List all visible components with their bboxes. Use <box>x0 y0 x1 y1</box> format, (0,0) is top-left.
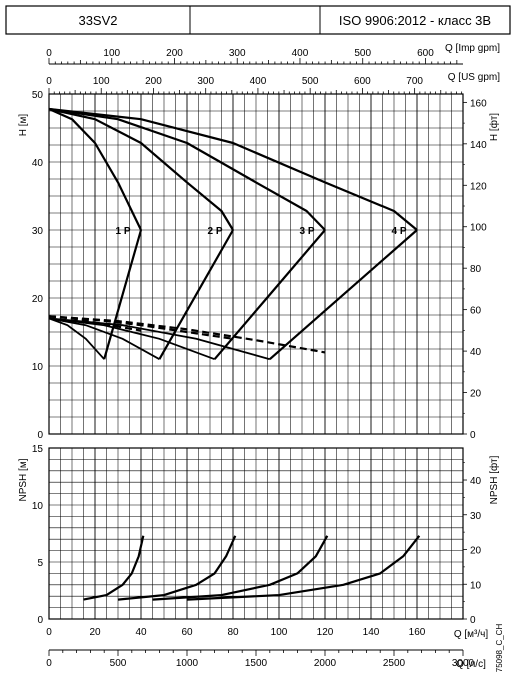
axis-tick-label: 500 <box>110 658 127 669</box>
npsh-curve-2 <box>117 535 237 601</box>
y-tick-right: 0 <box>470 430 476 441</box>
dashed-curve-2 <box>48 315 234 340</box>
y-tick-right: 60 <box>470 306 482 317</box>
hq-curve-label-3: 3 P <box>299 226 314 237</box>
x-tick: 80 <box>227 627 239 638</box>
axis-tick-label: 0 <box>46 76 52 87</box>
hq-curve-1 <box>48 107 142 231</box>
header-table: 33SV2 ISO 9906:2012 - класс 3B <box>5 5 511 35</box>
y-tick-left: 10 <box>32 362 44 373</box>
axis-tick-label: 300 <box>229 48 246 59</box>
hq-curve-3 <box>48 107 326 231</box>
y-tick-right: 120 <box>470 181 487 192</box>
y-tick-left: 0 <box>37 430 43 441</box>
y-tick-right: 140 <box>470 140 487 151</box>
axis-tick-label: 1500 <box>245 658 268 669</box>
lower-y-right-title: NPSH [фт] <box>488 455 500 504</box>
x-tick: 160 <box>409 627 426 638</box>
y-tick-right: 10 <box>470 580 482 591</box>
x-tick: 0 <box>46 627 52 638</box>
axis-tick-label: 200 <box>145 76 162 87</box>
y-tick-right: 0 <box>470 615 476 626</box>
axis-tick-label: 2000 <box>314 658 337 669</box>
npsh-curve-3 <box>152 535 329 601</box>
operating-limit-curve-1 <box>103 229 143 360</box>
operating-limit-curve-3 <box>213 229 326 360</box>
upper-chart-grid <box>48 93 464 435</box>
lower-x-title: Q [м³/ч] <box>454 629 489 640</box>
axis-tick-label: 700 <box>406 76 423 87</box>
axis-tick-label: 400 <box>292 48 309 59</box>
axis-tick-label: 500 <box>354 48 371 59</box>
model-label: 33SV2 <box>78 13 117 28</box>
axis-tick-label: 3000 <box>452 658 475 669</box>
axis-tick-label: 0 <box>46 48 52 59</box>
y-tick-right: 160 <box>470 98 487 109</box>
lower-chart-axes: 0 5 10 15 0 10 20 30 40 0 20 40 60 80 100 120 140 160 <box>32 444 482 638</box>
hq-curve-label-1: 1 P <box>115 226 130 237</box>
upper-chart-curves: 1 P 2 P 3 P 4 P <box>48 107 418 361</box>
y-tick-right: 20 <box>470 389 482 400</box>
axis-tick-label: 2500 <box>383 658 406 669</box>
y-tick-right: 40 <box>470 347 482 358</box>
y-tick-left: 40 <box>32 158 44 169</box>
x-tick: 120 <box>317 627 334 638</box>
dashed-curve-3 <box>48 315 326 354</box>
y-tick-left: 0 <box>37 615 43 626</box>
y-tick-right: 80 <box>470 264 482 275</box>
axis-tick-label: 400 <box>250 76 267 87</box>
axis-tick-label: 100 <box>103 48 120 59</box>
y-tick-left: 10 <box>32 501 44 512</box>
axis-tick-label: 600 <box>417 48 434 59</box>
npsh-curve-4 <box>186 535 421 601</box>
y-tick-right: 30 <box>470 511 482 522</box>
top-axis-imp-gpm: 0 100 200 300 400 500 600 <box>46 48 463 65</box>
upper-y-left-title: H [м] <box>18 114 29 137</box>
lower-y-left-title: NPSH [м] <box>18 458 29 501</box>
hq-curve-2 <box>48 107 234 231</box>
y-tick-right: 40 <box>470 476 482 487</box>
top-axis-us-title: Q [US gpm] <box>448 72 500 83</box>
top-axis-imp-title: Q [Imp gpm] <box>445 43 500 54</box>
x-tick: 40 <box>135 627 147 638</box>
top-axis-us-gpm: 0 100 200 300 400 500 600 700 <box>46 76 463 95</box>
y-tick-left: 15 <box>32 444 44 455</box>
standard-label: ISO 9906:2012 - класс 3B <box>339 13 491 28</box>
lower-chart-curves <box>83 535 421 601</box>
min-flow-curve-2 <box>48 317 160 360</box>
hq-curve-4 <box>48 107 418 231</box>
x-tick: 140 <box>363 627 380 638</box>
operating-limit-curve-4 <box>269 229 418 361</box>
y-tick-left: 20 <box>32 294 44 305</box>
axis-tick-label: 1000 <box>176 658 199 669</box>
npsh-curve-1 <box>83 535 145 601</box>
hq-curve-label-2: 2 P <box>207 226 222 237</box>
y-tick-left: 30 <box>32 226 44 237</box>
axis-tick-label: 100 <box>93 76 110 87</box>
y-tick-left: 50 <box>32 90 44 101</box>
bottom-axis-ls: 0 500 1000 1500 2000 2500 3000 <box>46 649 475 669</box>
y-tick-right: 20 <box>470 546 482 557</box>
bottom-axis-title: Q [л/с] <box>456 659 486 670</box>
chart-code: 75098_C_CH <box>495 624 504 673</box>
operating-limit-curve-2 <box>158 229 234 360</box>
x-tick: 100 <box>271 627 288 638</box>
hq-curve-label-4: 4 P <box>391 226 406 237</box>
axis-tick-label: 600 <box>354 76 371 87</box>
axis-tick-label: 300 <box>197 76 214 87</box>
y-tick-right: 100 <box>470 223 487 234</box>
axis-tick-label: 0 <box>46 658 52 669</box>
x-tick: 20 <box>89 627 101 638</box>
axis-tick-label: 500 <box>302 76 319 87</box>
upper-y-right-title: H [фт] <box>488 113 500 141</box>
y-tick-left: 5 <box>37 558 43 569</box>
x-tick: 60 <box>181 627 193 638</box>
upper-chart-axes: 0 10 20 30 40 50 0 20 40 60 80 100 120 140 160 <box>32 90 487 441</box>
min-flow-curve-1 <box>48 317 105 360</box>
axis-tick-label: 200 <box>166 48 183 59</box>
